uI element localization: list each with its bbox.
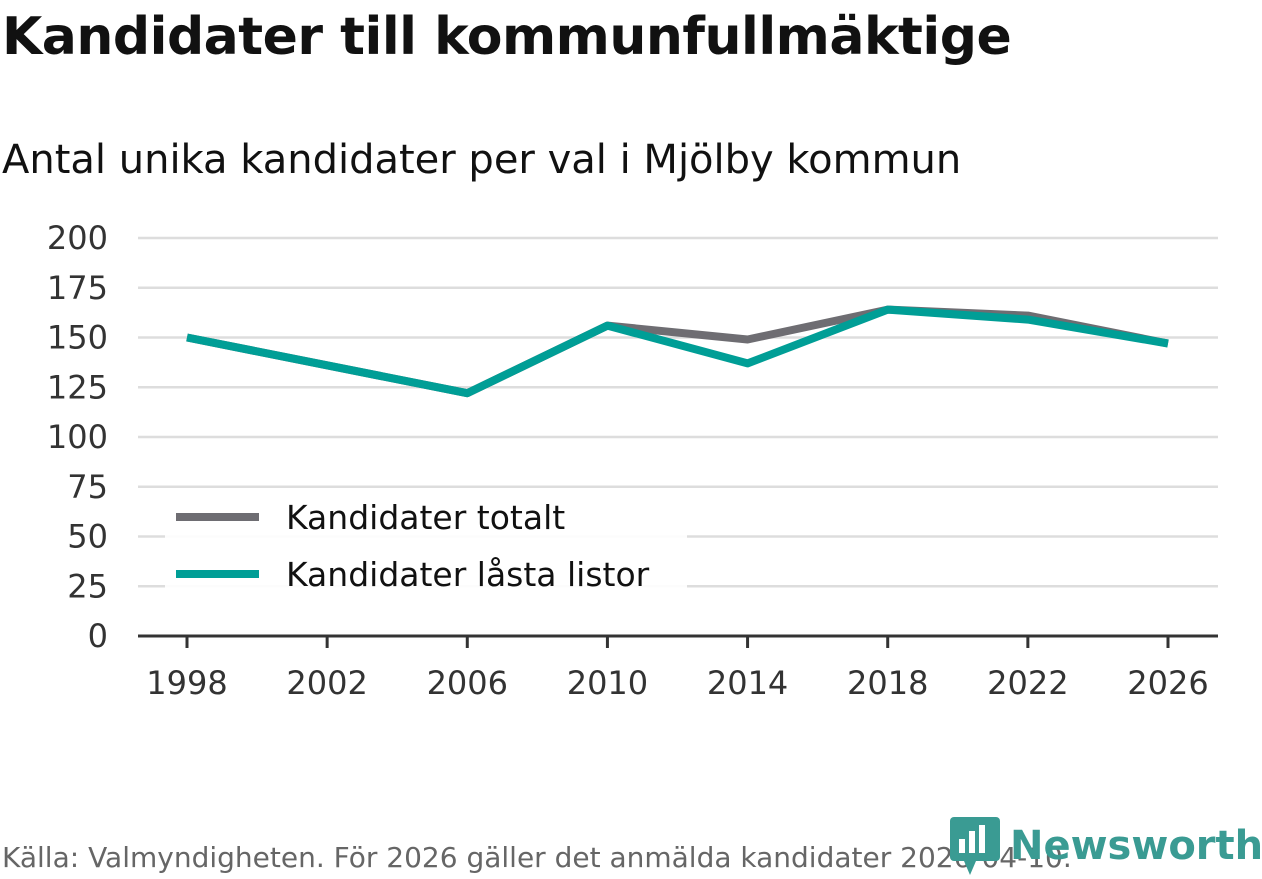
- x-tick-label: 2022: [987, 664, 1068, 702]
- y-tick-label: 50: [67, 518, 108, 556]
- legend-label-total: Kandidater totalt: [286, 498, 565, 537]
- chart-subtitle: Antal unika kandidater per val i Mjölby …: [2, 137, 962, 183]
- y-tick-label: 75: [67, 468, 108, 506]
- legend-background: [165, 488, 687, 606]
- source-note: Källa: Valmyndigheten. För 2026 gäller d…: [2, 841, 1072, 874]
- newsworthy-logo[interactable]: Newsworthy: [950, 817, 1262, 875]
- y-tick-label: 0: [88, 617, 108, 655]
- grid-lines: [138, 236, 1218, 588]
- x-tick-label: 2002: [286, 664, 367, 702]
- y-tick-label: 200: [47, 219, 108, 257]
- x-tick-label: 2014: [707, 664, 788, 702]
- x-axis-ticks: 1998 2002 2006 2010 2014 2018 2022 2026: [146, 636, 1209, 702]
- chart-title: Kandidater till kommunfullmäktige: [2, 7, 1012, 67]
- newsworthy-logo-icon: [950, 817, 1000, 875]
- y-tick-label: 25: [67, 567, 108, 605]
- x-tick-label: 1998: [146, 664, 227, 702]
- y-tick-label: 175: [47, 269, 108, 307]
- y-tick-label: 150: [47, 319, 108, 357]
- x-tick-label: 2006: [427, 664, 508, 702]
- legend-label-locked: Kandidater låsta listor: [286, 555, 650, 594]
- series-lines: [186, 305, 1169, 398]
- y-tick-label: 100: [47, 418, 108, 456]
- newsworthy-logo-text: Newsworthy: [1010, 823, 1262, 869]
- y-axis-ticks: 0 25 50 75 100 125 150 175 200: [47, 219, 108, 655]
- legend: Kandidater totalt Kandidater låsta listo…: [165, 488, 687, 606]
- series-line-locked: [186, 305, 1169, 398]
- y-tick-label: 125: [47, 368, 108, 406]
- x-tick-label: 2026: [1127, 664, 1208, 702]
- x-tick-label: 2010: [567, 664, 648, 702]
- x-tick-label: 2018: [847, 664, 928, 702]
